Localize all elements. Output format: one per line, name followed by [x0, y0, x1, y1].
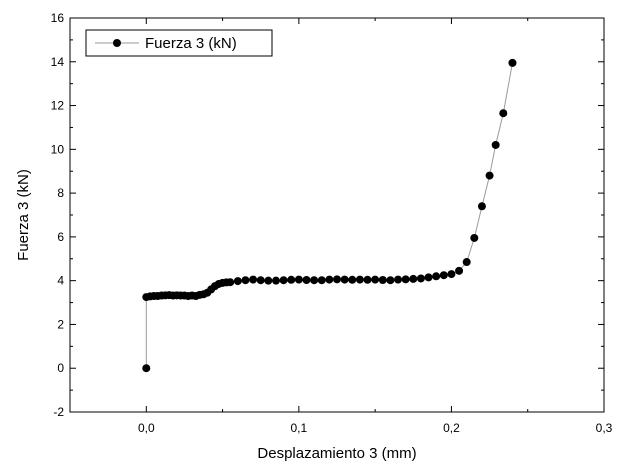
data-point [271, 276, 280, 285]
data-point [287, 275, 296, 284]
y-tick-label: 4 [57, 274, 64, 288]
data-point [424, 273, 433, 282]
data-point [499, 109, 508, 118]
data-point [439, 271, 448, 280]
data-point [355, 275, 364, 284]
data-point [470, 233, 479, 242]
data-point [447, 270, 456, 279]
data-point [378, 276, 387, 285]
y-tick-label: 8 [57, 186, 64, 200]
x-tick-label: 0,1 [291, 421, 308, 435]
data-point [340, 275, 349, 284]
y-tick-label: 2 [57, 317, 64, 331]
data-series [142, 58, 517, 373]
data-point [333, 275, 341, 284]
plot-frame [69, 17, 605, 413]
data-point [386, 276, 395, 285]
data-point [348, 275, 357, 284]
data-point [241, 276, 250, 285]
legend: Fuerza 3 (kN) [85, 29, 273, 57]
data-point [233, 277, 242, 286]
data-point [409, 274, 418, 283]
data-point [279, 276, 288, 285]
data-point [432, 272, 441, 281]
y-tick-label: -2 [53, 405, 64, 419]
data-point [491, 140, 500, 149]
data-point [294, 275, 303, 284]
data-point [416, 274, 425, 283]
data-point [394, 275, 403, 284]
data-point [477, 202, 486, 211]
data-point [508, 58, 517, 67]
data-point [401, 275, 410, 284]
data-point [249, 275, 258, 284]
data-point [325, 275, 334, 284]
data-point [256, 276, 265, 285]
data-point [455, 266, 464, 275]
x-axis-title: Desplazamiento 3 (mm) [257, 445, 416, 462]
data-point [142, 364, 151, 373]
y-axis-title: Fuerza 3 (kN) [15, 169, 32, 261]
legend-marker-icon [113, 39, 121, 47]
data-point [317, 276, 326, 285]
y-tick-label: 14 [51, 55, 65, 69]
data-point [226, 278, 235, 287]
data-point [302, 276, 311, 285]
data-point [485, 171, 494, 180]
x-tick-label: 0,0 [138, 421, 155, 435]
data-point [363, 275, 372, 284]
x-tick-label: 0,2 [443, 421, 460, 435]
data-point [264, 276, 273, 285]
y-tick-label: 12 [51, 99, 65, 113]
legend-label: Fuerza 3 (kN) [145, 35, 237, 52]
data-point [462, 258, 471, 267]
axis-ticks: -2 0 2 4 6 8 10 12 14 16 0,0 0,1 0,2 0,3 [51, 11, 613, 435]
y-tick-label: 0 [57, 361, 64, 375]
data-point [310, 276, 319, 285]
y-tick-label: 10 [51, 142, 65, 156]
x-tick-label: 0,3 [596, 421, 613, 435]
y-tick-label: 6 [57, 230, 64, 244]
y-tick-label: 16 [51, 11, 65, 25]
data-point [371, 275, 380, 284]
